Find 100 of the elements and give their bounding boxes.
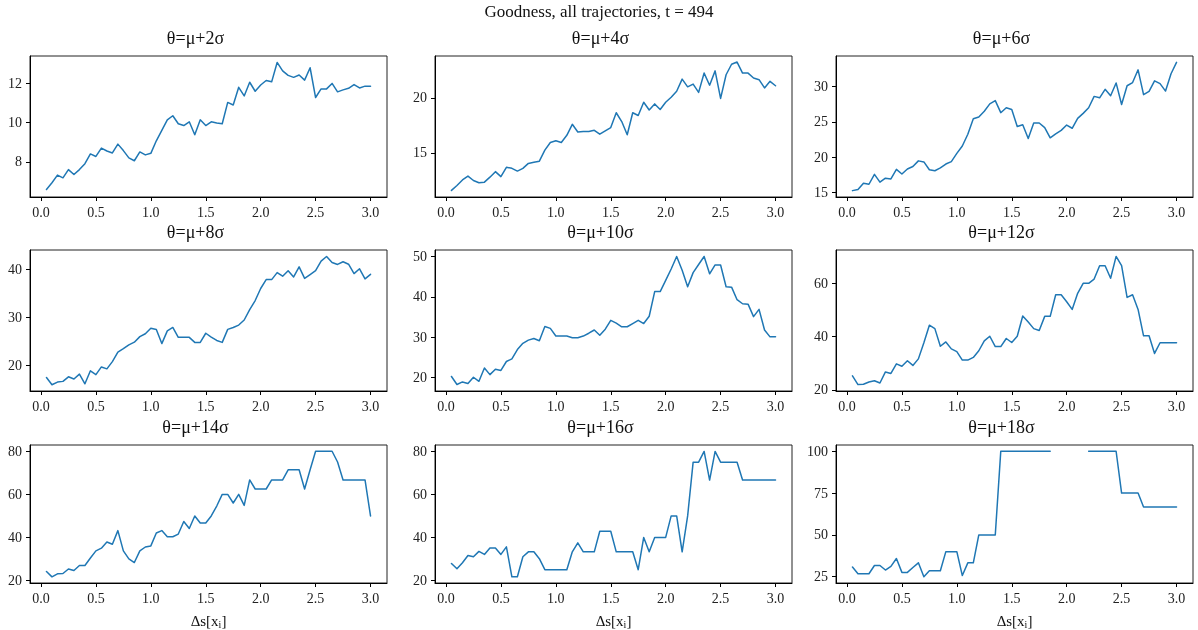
x-tick-label: 2.0 <box>1057 398 1076 414</box>
x-tick-label: 0.5 <box>492 204 510 220</box>
y-tick-label: 60 <box>8 486 22 502</box>
x-tick-label: 2.5 <box>306 398 325 414</box>
line-series <box>450 61 777 192</box>
line-series <box>851 255 1178 386</box>
y-tick-label: 20 <box>413 572 427 588</box>
x-tick-label: 0.0 <box>838 204 856 220</box>
x-tick-label: 1.0 <box>547 590 565 606</box>
x-tick-label: 0.5 <box>87 590 105 606</box>
x-tick-label: 0.0 <box>32 204 50 220</box>
y-tick-label: 60 <box>814 275 828 291</box>
x-tick-label: 3.0 <box>766 590 785 606</box>
y-tick-label: 30 <box>8 309 22 325</box>
x-tick-label: 0.5 <box>87 204 105 220</box>
y-tick-label: 15 <box>413 145 427 161</box>
chart-title: θ=μ+10σ <box>567 222 634 242</box>
x-tick-label: 2.5 <box>1112 204 1131 220</box>
x-tick-label: 1.5 <box>1003 398 1021 414</box>
chart-title: θ=μ+2σ <box>166 28 225 48</box>
x-tick-label: 3.0 <box>766 398 785 414</box>
y-tick-label: 20 <box>413 370 427 386</box>
x-tick-label: 0.0 <box>838 590 856 606</box>
chart-title: θ=μ+4σ <box>571 28 630 48</box>
line-series <box>450 255 777 386</box>
x-tick-label: 0.0 <box>437 204 455 220</box>
x-tick-label: 0.0 <box>437 398 455 414</box>
y-tick-label: 30 <box>814 78 828 94</box>
x-tick-label: 2.0 <box>251 590 270 606</box>
x-tick-label: 2.5 <box>1112 590 1131 606</box>
x-tick-label: 0.5 <box>492 590 510 606</box>
y-tick-label: 40 <box>413 529 427 545</box>
y-tick-label: 50 <box>413 248 427 264</box>
y-tick-label: 20 <box>413 90 427 106</box>
chart-title: θ=μ+12σ <box>968 222 1035 242</box>
x-tick-label: 1.0 <box>948 204 966 220</box>
x-tick-label: 2.5 <box>711 204 730 220</box>
y-tick-label: 50 <box>814 527 828 543</box>
x-tick-label: 3.0 <box>1167 398 1186 414</box>
y-tick-label: 20 <box>814 382 828 398</box>
x-tick-label: 3.0 <box>361 398 380 414</box>
x-tick-label: 0.5 <box>893 204 911 220</box>
y-tick-label: 25 <box>814 569 828 585</box>
y-tick-label: 15 <box>814 185 828 201</box>
y-tick-label: 30 <box>413 329 427 345</box>
x-tick-label: 1.0 <box>142 398 160 414</box>
x-tick-label: 2.0 <box>656 204 675 220</box>
x-tick-label: 1.5 <box>602 590 620 606</box>
y-tick-label: 20 <box>8 357 22 373</box>
line-series <box>45 61 372 191</box>
y-tick-label: 10 <box>8 115 22 131</box>
x-tick-label: 0.0 <box>32 398 50 414</box>
chart-title: θ=μ+16σ <box>567 417 634 437</box>
x-tick-label: 0.5 <box>893 590 911 606</box>
y-tick-label: 40 <box>8 530 22 545</box>
x-tick-label: 0.5 <box>893 398 911 414</box>
y-tick-label: 25 <box>814 114 828 130</box>
x-tick-label: 2.0 <box>656 398 675 414</box>
x-tick-label: 0.0 <box>838 398 856 414</box>
x-tick-label: 2.5 <box>306 590 325 606</box>
x-tick-label: 2.5 <box>1112 398 1131 414</box>
x-tick-label: 1.0 <box>948 590 966 606</box>
x-tick-label: 0.0 <box>32 590 50 606</box>
x-tick-label: 1.0 <box>948 398 966 414</box>
x-tick-label: 2.0 <box>251 204 270 220</box>
x-tick-label: 2.0 <box>1057 204 1076 220</box>
x-tick-label: 1.5 <box>1003 590 1021 606</box>
x-tick-label: 2.0 <box>656 590 675 606</box>
x-tick-label: 1.5 <box>602 398 620 414</box>
x-tick-label: 0.0 <box>437 590 455 606</box>
x-tick-label: 0.5 <box>492 398 510 414</box>
x-tick-label: 3.0 <box>1167 590 1186 606</box>
x-tick-label: 1.0 <box>547 204 565 220</box>
chart-title: θ=μ+18σ <box>968 417 1035 437</box>
x-tick-label: 1.5 <box>197 398 215 414</box>
y-tick-label: 20 <box>8 573 22 589</box>
x-tick-label: 1.0 <box>142 204 160 220</box>
line-series <box>851 61 1178 192</box>
x-tick-label: 3.0 <box>1167 204 1186 220</box>
x-tick-label: 1.5 <box>197 204 215 220</box>
y-tick-label: 40 <box>814 329 828 345</box>
y-tick-label: 12 <box>8 75 22 91</box>
x-tick-label: 1.0 <box>142 590 160 606</box>
chart-title: θ=μ+6σ <box>972 28 1031 48</box>
y-tick-label: 40 <box>413 289 427 305</box>
x-tick-label: 2.5 <box>711 590 730 606</box>
chart-title: θ=μ+14σ <box>162 417 229 437</box>
x-tick-label: 0.5 <box>87 398 105 414</box>
x-tick-label: 3.0 <box>361 204 380 220</box>
x-tick-label: 2.5 <box>306 204 325 220</box>
x-tick-label: 3.0 <box>361 590 380 606</box>
y-tick-label: 40 <box>8 261 22 277</box>
y-tick-label: 80 <box>8 443 22 459</box>
chart-title: θ=μ+8σ <box>166 222 225 242</box>
x-tick-label: 1.5 <box>197 590 215 606</box>
line-series <box>450 450 777 578</box>
y-tick-label: 8 <box>15 154 22 170</box>
x-tick-label: 2.0 <box>251 398 270 414</box>
text: Goodness, all trajectories, t = 494 <box>483 2 715 22</box>
x-tick-label: 1.0 <box>547 398 565 414</box>
